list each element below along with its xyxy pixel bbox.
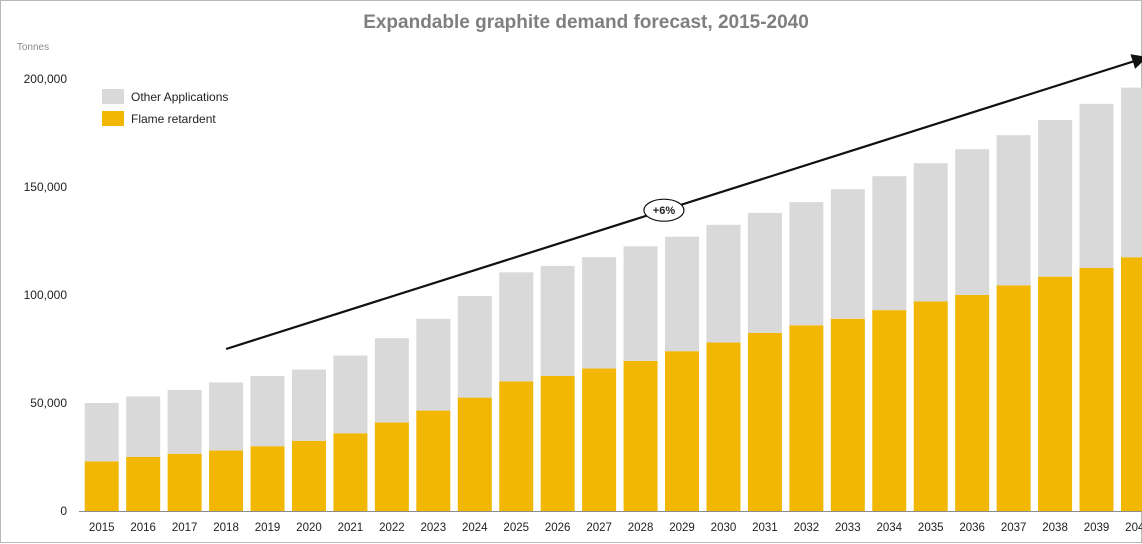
- trend-label-bubble: [643, 198, 685, 222]
- bar-segment: [913, 163, 948, 302]
- bar-segment: [996, 135, 1031, 286]
- bar-segment: [872, 310, 907, 511]
- x-axis: 2015 2016 2017 2018 2019 2020 2021 2022 2023 2024…: [79, 511, 1142, 534]
- y-tick-label: 200,000: [24, 72, 68, 86]
- bar-segment: [209, 450, 244, 511]
- bar-segment: [333, 433, 368, 511]
- bar-segment: [789, 325, 824, 511]
- x-tick-label: 2034: [876, 522, 902, 534]
- bar-segment: [126, 396, 161, 457]
- bar-segment: [582, 368, 617, 511]
- bar-segment: [706, 224, 741, 343]
- x-tick-label: 2019: [255, 522, 281, 534]
- bars: [84, 87, 1142, 511]
- x-tick-label: 2023: [421, 522, 447, 534]
- x-tick-label: 2032: [794, 522, 820, 534]
- x-tick-label: 2026: [545, 522, 571, 534]
- bar-segment: [1120, 257, 1142, 511]
- legend-label: Other Applications: [131, 90, 228, 104]
- x-tick-label: 2015: [89, 522, 115, 534]
- bar-segment: [872, 176, 907, 311]
- x-tick-label: 2025: [503, 522, 529, 534]
- bar-segment: [955, 149, 990, 295]
- bar-segment: [830, 318, 865, 511]
- x-tick-label: 2022: [379, 522, 405, 534]
- bar-segment: [167, 453, 202, 511]
- bar-segment: [291, 440, 326, 511]
- x-tick-label: 2028: [628, 522, 654, 534]
- y-tick-label: 0: [60, 504, 67, 518]
- x-tick-label: 2020: [296, 522, 322, 534]
- bar-segment: [499, 272, 534, 382]
- trend-label: +6%: [653, 205, 676, 217]
- bar-segment: [457, 296, 492, 398]
- bar-segment: [250, 376, 285, 447]
- legend-label: Flame retardent: [131, 112, 216, 126]
- x-tick-label: 2038: [1042, 522, 1068, 534]
- bar-segment: [1038, 276, 1073, 511]
- x-tick-label: 2018: [213, 522, 239, 534]
- bar-segment: [499, 381, 534, 511]
- bar-segment: [374, 338, 409, 423]
- bar-segment: [747, 332, 782, 511]
- bar-segment: [1079, 103, 1114, 268]
- legend: Other Applications Flame retardent: [102, 89, 228, 126]
- y-tick-label: 100,000: [24, 288, 68, 302]
- bar-segment: [167, 390, 202, 454]
- legend-swatch: [102, 89, 124, 104]
- bar-segment: [747, 212, 782, 333]
- trend-arrow: [225, 54, 1142, 351]
- bar-segment: [1038, 120, 1073, 277]
- bar-segment: [374, 422, 409, 511]
- x-tick-label: 2029: [669, 522, 695, 534]
- bar-segment: [913, 301, 948, 511]
- x-tick-label: 2036: [959, 522, 985, 534]
- bar-segment: [665, 351, 700, 511]
- bar-segment: [789, 202, 824, 326]
- bar-segment: [582, 257, 617, 369]
- bar-segment: [830, 189, 865, 319]
- bar-segment: [1120, 87, 1142, 258]
- bar-segment: [540, 376, 575, 511]
- bar-segment: [333, 355, 368, 434]
- annotations: +6%: [225, 54, 1142, 351]
- x-tick-label: 2040: [1125, 522, 1142, 534]
- x-tick-label: 2039: [1084, 522, 1110, 534]
- bar-segment: [416, 410, 451, 511]
- x-tick-label: 2030: [711, 522, 737, 534]
- x-tick-label: 2033: [835, 522, 861, 534]
- bar-segment: [1079, 268, 1114, 511]
- bar-segment: [416, 318, 451, 411]
- x-tick-label: 2021: [338, 522, 364, 534]
- bar-segment: [84, 461, 119, 511]
- y-unit-label: Tonnes: [17, 42, 49, 53]
- bar-segment: [665, 236, 700, 352]
- x-tick-label: 2037: [1001, 522, 1027, 534]
- bar-segment: [457, 397, 492, 511]
- x-tick-label: 2017: [172, 522, 198, 534]
- x-tick-label: 2027: [586, 522, 612, 534]
- bar-segment: [955, 295, 990, 511]
- bar-segment: [540, 265, 575, 376]
- bar-segment: [291, 369, 326, 441]
- x-tick-label: 2035: [918, 522, 944, 534]
- x-tick-label: 2016: [130, 522, 156, 534]
- y-axis: 0 50,000 100,000 150,000 200,000: [24, 72, 68, 518]
- bar-segment: [996, 285, 1031, 511]
- bar-segment: [250, 446, 285, 511]
- chart-title: Expandable graphite demand forecast, 201…: [363, 12, 809, 33]
- x-tick-label: 2031: [752, 522, 778, 534]
- bar-segment: [623, 246, 658, 361]
- bar-segment: [126, 457, 161, 511]
- legend-swatch: [102, 111, 124, 126]
- y-tick-label: 50,000: [30, 396, 67, 410]
- bar-segment: [209, 382, 244, 451]
- x-tick-label: 2024: [462, 522, 488, 534]
- y-tick-label: 150,000: [24, 180, 68, 194]
- bar-segment: [706, 342, 741, 511]
- bar-segment: [84, 403, 119, 462]
- bar-segment: [623, 360, 658, 511]
